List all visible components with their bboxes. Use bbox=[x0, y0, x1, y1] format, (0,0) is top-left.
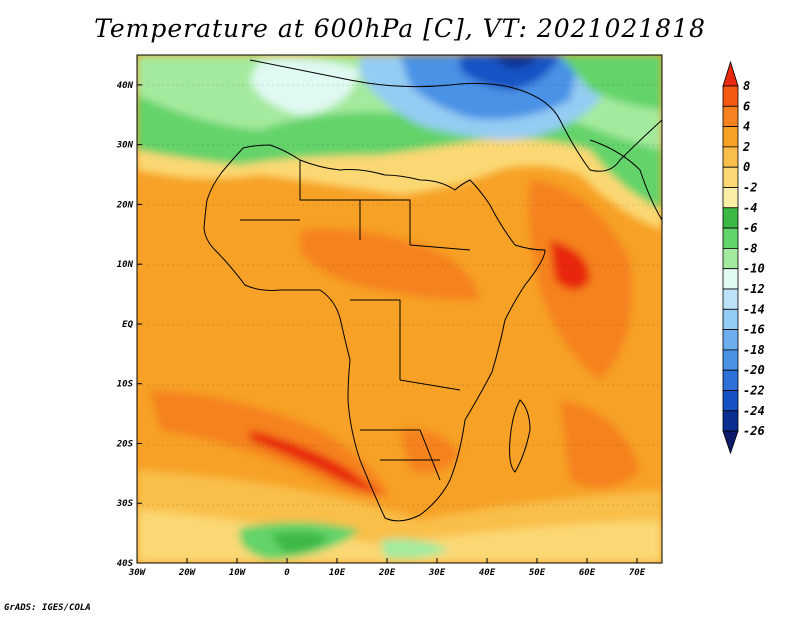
lon-label: 20W bbox=[178, 568, 197, 578]
colorbar-swatch bbox=[722, 207, 739, 229]
plot-frame bbox=[136, 54, 663, 564]
colorbar-swatch bbox=[722, 329, 739, 351]
lat-label: EQ bbox=[122, 320, 133, 330]
lon-label: 20E bbox=[378, 568, 396, 578]
lon-label: 30E bbox=[428, 568, 446, 578]
colorbar-swatch bbox=[722, 268, 739, 290]
lat-label: 10N bbox=[117, 260, 134, 270]
colorbar-label: -6 bbox=[743, 221, 757, 235]
africa-coastline bbox=[203, 59, 662, 522]
lon-label: 40E bbox=[479, 568, 496, 578]
colorbar-label: -14 bbox=[743, 302, 765, 316]
lon-label: 10E bbox=[329, 568, 346, 578]
colorbar-swatch bbox=[722, 187, 739, 209]
temperature-field bbox=[137, 55, 662, 563]
lat-label: 40S bbox=[117, 559, 134, 569]
lon-label: 70E bbox=[629, 568, 646, 578]
colorbar-label: 6 bbox=[743, 99, 750, 113]
colorbar-label: -2 bbox=[743, 181, 757, 195]
axis-ticks bbox=[136, 84, 638, 564]
colorbar-swatch bbox=[722, 410, 739, 432]
lat-label: 40N bbox=[117, 81, 134, 91]
colorbar-swatch bbox=[722, 166, 739, 188]
colorbar-min-arrow bbox=[722, 430, 739, 455]
longitude-labels: 30W 20W 10W 0 10E 20E 30E 40E 50E 60E 70E bbox=[128, 568, 646, 578]
colorbar-swatch bbox=[722, 349, 739, 371]
lat-label: 20N bbox=[116, 200, 134, 210]
lon-label: 30W bbox=[128, 568, 147, 578]
lon-label: 0 bbox=[284, 568, 290, 578]
colorbar-swatch bbox=[722, 227, 739, 249]
map-title: Temperature at 600hPa [C], VT: 202102181… bbox=[94, 14, 706, 43]
lat-label: 30S bbox=[116, 499, 134, 509]
colorbar-swatch bbox=[722, 288, 739, 310]
latitude-labels: 40N 30N 20N 10N EQ 10S 20S 30S 40S bbox=[116, 81, 134, 569]
colorbar-swatch bbox=[722, 247, 739, 270]
colorbar-label: -20 bbox=[743, 363, 765, 377]
colorbar-label: 0 bbox=[743, 160, 750, 174]
colorbar-swatch bbox=[722, 146, 739, 168]
colorbar-max-arrow bbox=[722, 60, 739, 87]
lat-label: 30N bbox=[116, 141, 134, 151]
colorbar-labels: 8 6 4 2 0 -2 -4 -6 -8 -10 -12 -14 -16 -18 -20 -22 -24 -26 bbox=[742, 79, 765, 438]
lon-label: 10W bbox=[229, 568, 247, 578]
colorbar-label: -12 bbox=[743, 282, 765, 296]
colorbar-label: -10 bbox=[743, 262, 765, 276]
colorbar-label: 8 bbox=[743, 79, 750, 93]
colorbar-swatch bbox=[722, 308, 739, 330]
lon-label: 60E bbox=[579, 568, 596, 578]
credit-text: GrADS: IGES/COLA bbox=[4, 603, 91, 613]
colorbar-label: -16 bbox=[743, 323, 765, 337]
colorbar-label: -26 bbox=[743, 424, 765, 438]
colorbar-label: -22 bbox=[743, 384, 765, 398]
lon-label: 50E bbox=[529, 568, 546, 578]
colorbar-swatch bbox=[722, 390, 739, 412]
colorbar-label: 4 bbox=[743, 120, 750, 134]
colorbar-swatch bbox=[722, 126, 739, 148]
colorbar-label: -24 bbox=[743, 404, 765, 418]
lat-label: 10S bbox=[117, 380, 134, 390]
colorbar-label: -4 bbox=[743, 201, 757, 215]
colorbar bbox=[722, 60, 739, 455]
lat-label: 20S bbox=[116, 439, 134, 449]
colorbar-label: -18 bbox=[743, 343, 765, 357]
colorbar-swatch bbox=[722, 85, 739, 107]
colorbar-label: -8 bbox=[743, 241, 757, 255]
colorbar-swatch bbox=[722, 369, 739, 391]
colorbar-label: 2 bbox=[742, 140, 750, 154]
colorbar-swatch bbox=[722, 105, 739, 128]
